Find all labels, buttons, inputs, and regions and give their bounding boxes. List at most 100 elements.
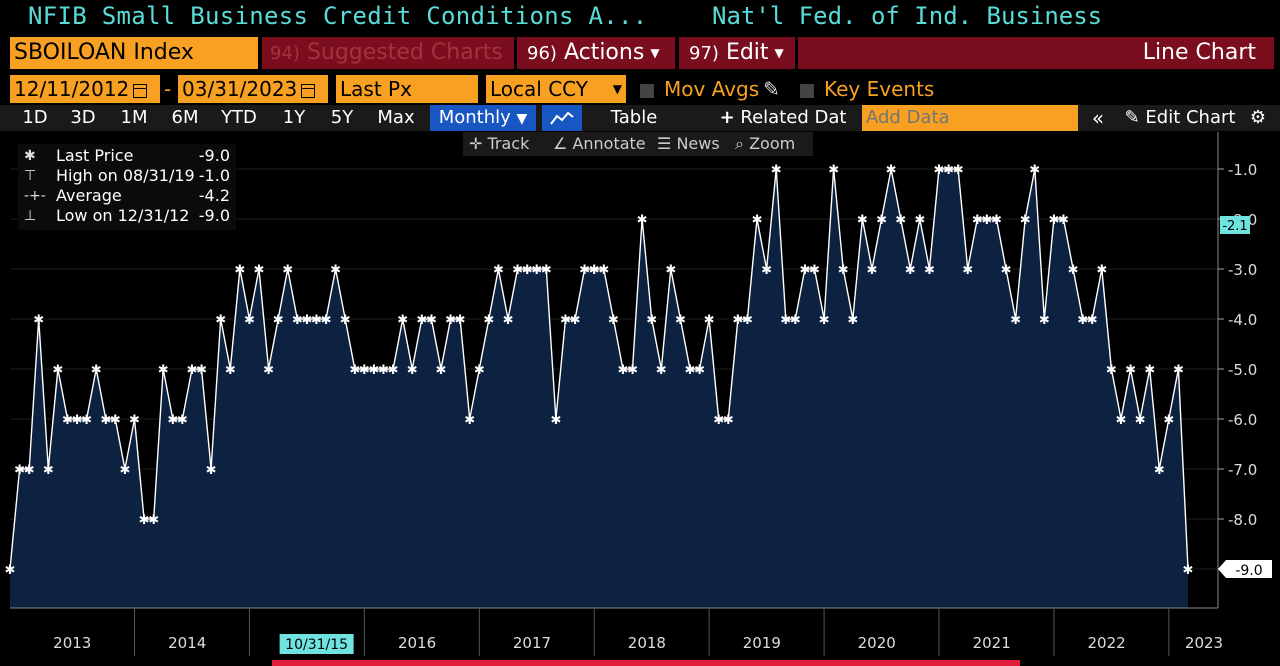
data-point: ✱: [1173, 363, 1184, 378]
table-button[interactable]: Table: [610, 107, 658, 128]
data-point: ✱: [503, 313, 514, 328]
data-point: ✱: [799, 263, 810, 278]
news-tool[interactable]: ☰ News: [657, 132, 720, 156]
data-point: ✱: [397, 313, 408, 328]
checkbox-icon[interactable]: [800, 83, 814, 98]
ticker-field[interactable]: SBOILOAN Index: [10, 37, 258, 69]
data-point: ✱: [838, 263, 849, 278]
period-3d[interactable]: 3D: [70, 107, 96, 128]
value-flags: 10/31/15 -2.1 -9.0: [279, 216, 1272, 654]
data-point: ✱: [704, 313, 715, 328]
data-point: ✱: [445, 313, 456, 328]
plus-icon: +: [719, 107, 735, 128]
data-point: ✱: [225, 363, 236, 378]
line-chart-icon[interactable]: [542, 105, 582, 131]
hover-date-label: 10/31/15: [285, 637, 348, 653]
data-point: ✱: [292, 313, 303, 328]
key-events-label: Key Events: [824, 77, 935, 101]
related-data-button[interactable]: + Related Dat: [712, 105, 854, 131]
period-1y[interactable]: 1Y: [282, 107, 306, 128]
data-point: ✱: [62, 413, 73, 428]
track-tool[interactable]: ✛ Track: [469, 132, 529, 156]
zoom-tool[interactable]: ⌕ Zoom: [735, 132, 795, 156]
period-1m[interactable]: 1M: [120, 107, 148, 128]
data-point: ✱: [560, 313, 571, 328]
chevron-down-icon: ▼: [650, 46, 660, 60]
calendar-icon[interactable]: [301, 83, 316, 98]
legend-label: High on 08/31/19: [56, 166, 195, 185]
period-6m[interactable]: 6M: [171, 107, 199, 128]
line-chart[interactable]: ✱ ✱ ✱ ✱ ✱ ✱ ✱ ✱ ✱ ✱ ✱ ✱ ✱ ✱ ✱ ✱ ✱ ✱ ✱ ✱ ✱ ✱ ✱ ✱ ✱ ✱ ✱ ✱ ✱ ✱ ✱ ✱ ✱ ✱ ✱ ✱ ✱ ✱ ✱ ✱…: [0, 132, 1280, 658]
field-select[interactable]: Last Px: [336, 75, 478, 103]
y-tick-label: -7.0: [1228, 461, 1257, 479]
period-max[interactable]: Max: [377, 107, 415, 128]
last-price-flag: [1218, 560, 1272, 578]
currency-select[interactable]: Local CCY ▼: [486, 75, 626, 103]
legend-last-price: ✱ Last Price -9.0: [18, 146, 236, 166]
data-point: ✱: [637, 213, 648, 228]
low-marker-icon: ⊥: [24, 208, 37, 224]
data-point: ✱: [100, 413, 111, 428]
data-point: ✱: [876, 213, 887, 228]
data-point: ✱: [416, 313, 427, 328]
data-point: ✱: [474, 363, 485, 378]
data-point: ✱: [81, 413, 92, 428]
period-1d[interactable]: 1D: [22, 107, 48, 128]
legend-value: -9.0: [198, 206, 230, 225]
annotate-tool[interactable]: ∠ Annotate: [553, 132, 646, 156]
data-point: ✱: [273, 313, 284, 328]
data-point: ✱: [991, 213, 1002, 228]
frequency-label: Monthly: [438, 107, 511, 128]
y-tick-label: -1.0: [1228, 161, 1257, 179]
data-point: ✱: [541, 263, 552, 278]
gear-icon[interactable]: ⚙: [1249, 107, 1267, 128]
pencil-icon[interactable]: ✎: [763, 77, 780, 101]
data-point: ✱: [1039, 313, 1050, 328]
data-point: ✱: [340, 313, 351, 328]
mov-avgs-toggle[interactable]: Mov Avgs ✎: [640, 75, 780, 103]
collapse-icon[interactable]: «: [1091, 106, 1105, 130]
suggested-number: 94): [270, 43, 300, 64]
legend-value: -9.0: [198, 146, 230, 165]
data-point: ✱: [436, 363, 447, 378]
start-date-field[interactable]: 12/11/2012: [10, 75, 160, 103]
suggested-charts-button[interactable]: 94) Suggested Charts: [262, 37, 514, 69]
actions-menu[interactable]: 96) Actions ▼: [517, 37, 675, 69]
calendar-icon[interactable]: [133, 83, 148, 98]
data-point: ✱: [407, 363, 418, 378]
data-point: ✱: [1001, 263, 1012, 278]
key-events-toggle[interactable]: Key Events: [800, 75, 934, 103]
frequency-select[interactable]: Monthly ▼: [430, 105, 536, 131]
data-point: ✱: [167, 413, 178, 428]
data-point: ✱: [905, 263, 916, 278]
data-point: ✱: [24, 463, 35, 478]
data-point: ✱: [1106, 363, 1117, 378]
data-point: ✱: [483, 313, 494, 328]
data-point: ✱: [311, 313, 322, 328]
mov-avgs-label: Mov Avgs: [664, 77, 760, 101]
issuer-name: Nat'l Fed. of Ind. Business: [712, 2, 1103, 30]
range-toolbar: 12/11/2012 - 03/31/2023 Last Px Local CC…: [0, 75, 1280, 103]
data-point: ✱: [809, 263, 820, 278]
period-5y[interactable]: 5Y: [330, 107, 354, 128]
chart-type-label: Line Chart: [798, 37, 1274, 69]
data-point: ✱: [570, 313, 581, 328]
edit-chart-button[interactable]: ✎ Edit Chart: [1118, 105, 1242, 131]
checkbox-icon[interactable]: [640, 83, 654, 98]
high-marker-icon: ⊤: [24, 168, 37, 184]
y-tick-label: -6.0: [1228, 411, 1257, 429]
data-point: ✱: [943, 163, 954, 178]
data-point: ✱: [1020, 213, 1031, 228]
x-tick-label: 2023: [1185, 634, 1223, 652]
period-ytd[interactable]: YTD: [221, 107, 257, 128]
edit-menu[interactable]: 97) Edit ▼: [679, 37, 795, 69]
data-point: ✱: [589, 263, 600, 278]
data-point: ✱: [512, 263, 523, 278]
end-date-field[interactable]: 03/31/2023: [178, 75, 328, 103]
data-point: ✱: [1125, 363, 1136, 378]
add-data-input[interactable]: [862, 105, 1078, 131]
data-point: ✱: [1183, 563, 1194, 578]
data-point: ✱: [924, 263, 935, 278]
legend-low: ⊥ Low on 12/31/12 -9.0: [18, 206, 236, 226]
chart-subtoolbar: ✛ Track ∠ Annotate ☰ News ⌕ Zoom: [463, 132, 813, 156]
